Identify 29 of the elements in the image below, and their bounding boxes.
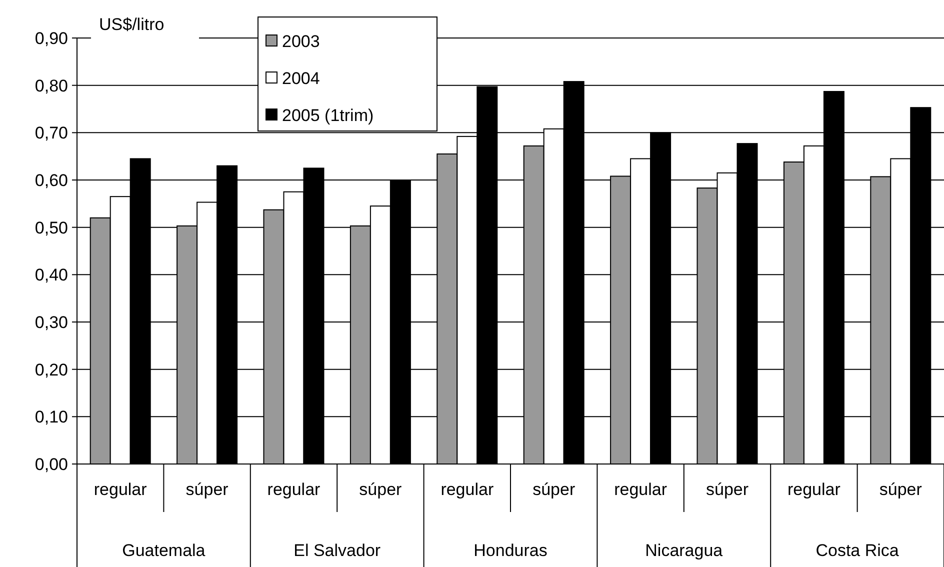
y-tick-label: 0,50 (34, 218, 68, 238)
x-tick-label: regular (614, 480, 668, 499)
x-tick-label: regular (440, 480, 494, 499)
y-tick-label: 0,20 (34, 360, 68, 380)
y-tick-label: 0,80 (34, 76, 68, 96)
x-tick-label: súper (706, 480, 749, 499)
x-tick-label: regular (94, 480, 148, 499)
y-tick-label: 0,10 (34, 408, 68, 427)
x-tick-label: súper (359, 480, 402, 499)
x-tick-label: súper (532, 480, 576, 499)
y-tick-label: 0,60 (34, 170, 68, 190)
text: Honduras (474, 541, 548, 560)
y-tick-label: 0,40 (34, 266, 68, 285)
text: Guatemala (122, 541, 206, 560)
text: Costa Rica (816, 541, 900, 560)
text: El Salvador (294, 541, 381, 560)
x-tick-label: súper (186, 480, 229, 499)
x-tick-label: regular (267, 480, 321, 499)
legend-label: 2004 (282, 68, 320, 88)
y-tick-label: 0,70 (34, 124, 68, 143)
legend-label: 2003 (282, 32, 320, 51)
y-axis-title: US$/litro (99, 15, 164, 34)
y-tick-label: 0,90 (34, 28, 68, 48)
x-tick-label: regular (787, 480, 841, 499)
text: Nicaragua (645, 541, 724, 560)
y-tick-label: 0,30 (34, 312, 68, 332)
legend-label: 2005 (1trim) (282, 106, 374, 125)
y-tick-label: 0,00 (34, 454, 68, 474)
x-tick-label: súper (879, 480, 922, 499)
